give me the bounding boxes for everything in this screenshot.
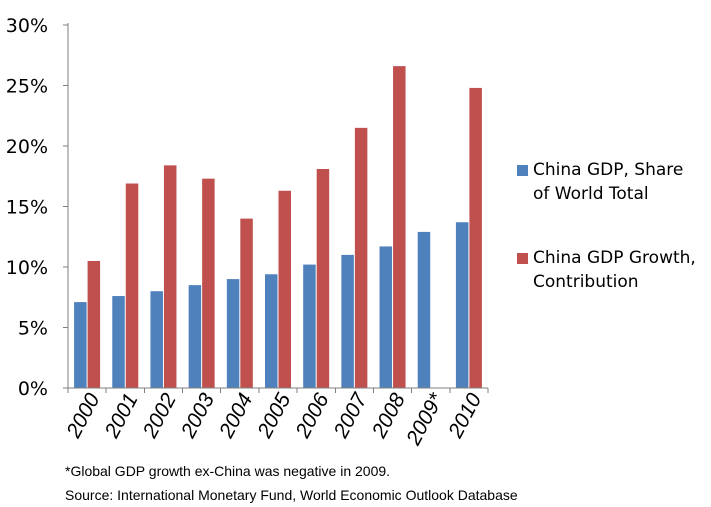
- y-tick-label: 15%: [6, 197, 48, 219]
- bar-share: [341, 254, 354, 388]
- legend-label-share-line2: of World Total: [533, 184, 649, 204]
- bar-growth: [393, 66, 406, 388]
- legend-label-growth-line1: China GDP Growth,: [533, 248, 696, 268]
- bar-share: [188, 285, 202, 388]
- bar-share: [417, 231, 431, 388]
- x-tick-label: 2010: [444, 389, 487, 442]
- bars: [74, 66, 482, 389]
- x-tick-label: 2007: [329, 388, 372, 442]
- legend-item-growth: China GDP Growth, Contribution: [511, 246, 706, 294]
- legend-swatch-share: [517, 165, 528, 176]
- chart-legend: China GDP, Share of World Total China GD…: [511, 158, 706, 334]
- legend-item-share: China GDP, Share of World Total: [511, 158, 706, 206]
- bar-share: [265, 274, 278, 388]
- x-tick-label: 2009*: [402, 389, 449, 450]
- x-tick-label: 2003: [176, 389, 219, 442]
- y-tick-label: 30%: [6, 15, 48, 37]
- y-tick-label: 5%: [18, 318, 48, 340]
- x-tick-label: 2002: [138, 389, 181, 442]
- chart-notes: *Global GDP growth ex-China was negative…: [65, 459, 518, 507]
- bar-share: [150, 291, 163, 388]
- y-tick-label: 25%: [6, 76, 48, 98]
- axes: [67, 23, 488, 389]
- bar-share: [379, 246, 393, 388]
- bar-growth: [87, 260, 101, 388]
- y-tick-label: 0%: [18, 378, 48, 400]
- y-tick-label: 10%: [6, 257, 48, 279]
- legend-label-share-line1: China GDP, Share: [533, 160, 684, 180]
- bar-growth: [163, 165, 177, 388]
- bar-share: [226, 279, 240, 388]
- x-axis-ticks: 2000200120022003200420052006200720082009…: [62, 388, 489, 450]
- y-tick-label: 20%: [6, 136, 48, 158]
- legend-label-growth-line2: Contribution: [533, 272, 639, 292]
- bar-share: [74, 302, 87, 388]
- footnote: *Global GDP growth ex-China was negative…: [65, 463, 391, 479]
- bar-growth: [125, 183, 139, 388]
- bar-growth: [240, 218, 253, 388]
- bar-growth: [278, 190, 291, 388]
- legend-swatch-growth: [517, 253, 528, 264]
- bar-share: [112, 296, 125, 388]
- bar-growth: [316, 168, 330, 388]
- x-tick-label: 2004: [215, 390, 258, 443]
- bar-growth: [469, 87, 482, 389]
- bar-share: [303, 264, 316, 388]
- bar-share: [455, 222, 469, 388]
- x-tick-label: 2001: [100, 390, 143, 443]
- source-note: Source: International Monetary Fund, Wor…: [65, 487, 518, 503]
- x-tick-label: 2005: [253, 389, 296, 442]
- bar-growth: [354, 127, 368, 388]
- x-tick-label: 2006: [291, 389, 334, 442]
- y-axis-ticks: 0% 5% 10% 15% 20% 25% 30%: [6, 15, 68, 400]
- bar-growth: [202, 178, 215, 388]
- x-tick-label: 2000: [62, 389, 105, 442]
